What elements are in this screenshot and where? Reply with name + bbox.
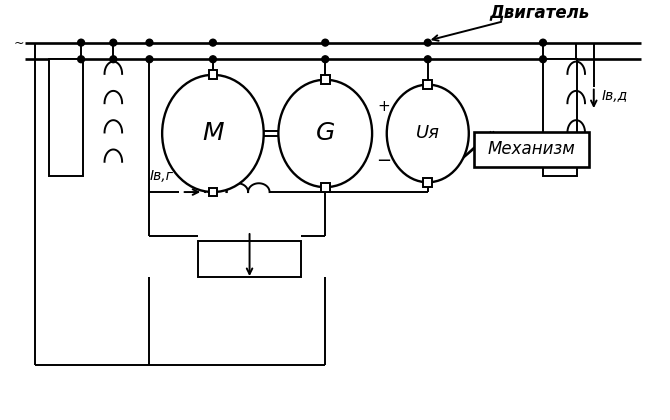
Text: G: G: [316, 121, 335, 145]
Text: Uя: Uя: [416, 124, 440, 142]
Ellipse shape: [278, 80, 372, 187]
Circle shape: [424, 39, 431, 46]
Text: Двигатель: Двигатель: [489, 3, 590, 21]
Text: ~: ~: [13, 37, 24, 50]
Text: Iв,д: Iв,д: [602, 89, 628, 103]
Bar: [49, 59, 83, 176]
Circle shape: [78, 56, 84, 63]
Bar: [321, 183, 330, 192]
Circle shape: [78, 39, 84, 46]
Circle shape: [322, 56, 329, 63]
Bar: [198, 241, 301, 277]
Bar: [474, 131, 589, 167]
Ellipse shape: [387, 85, 469, 182]
Text: Механизм: Механизм: [487, 140, 575, 158]
Bar: [423, 178, 432, 186]
Circle shape: [110, 56, 117, 63]
Text: Iв,г: Iв,г: [149, 169, 174, 184]
Bar: [208, 71, 217, 79]
Circle shape: [210, 39, 216, 46]
Text: −: −: [377, 152, 391, 170]
Circle shape: [539, 39, 547, 46]
Circle shape: [539, 56, 547, 63]
Circle shape: [210, 56, 216, 63]
Bar: [208, 188, 217, 197]
Bar: [321, 75, 330, 84]
Circle shape: [146, 39, 153, 46]
Circle shape: [110, 39, 117, 46]
Bar: [543, 59, 577, 176]
Circle shape: [322, 39, 329, 46]
Text: M: M: [202, 121, 224, 145]
Ellipse shape: [162, 75, 264, 192]
Circle shape: [424, 56, 431, 63]
Text: +: +: [377, 99, 390, 114]
Bar: [423, 80, 432, 89]
Circle shape: [146, 56, 153, 63]
